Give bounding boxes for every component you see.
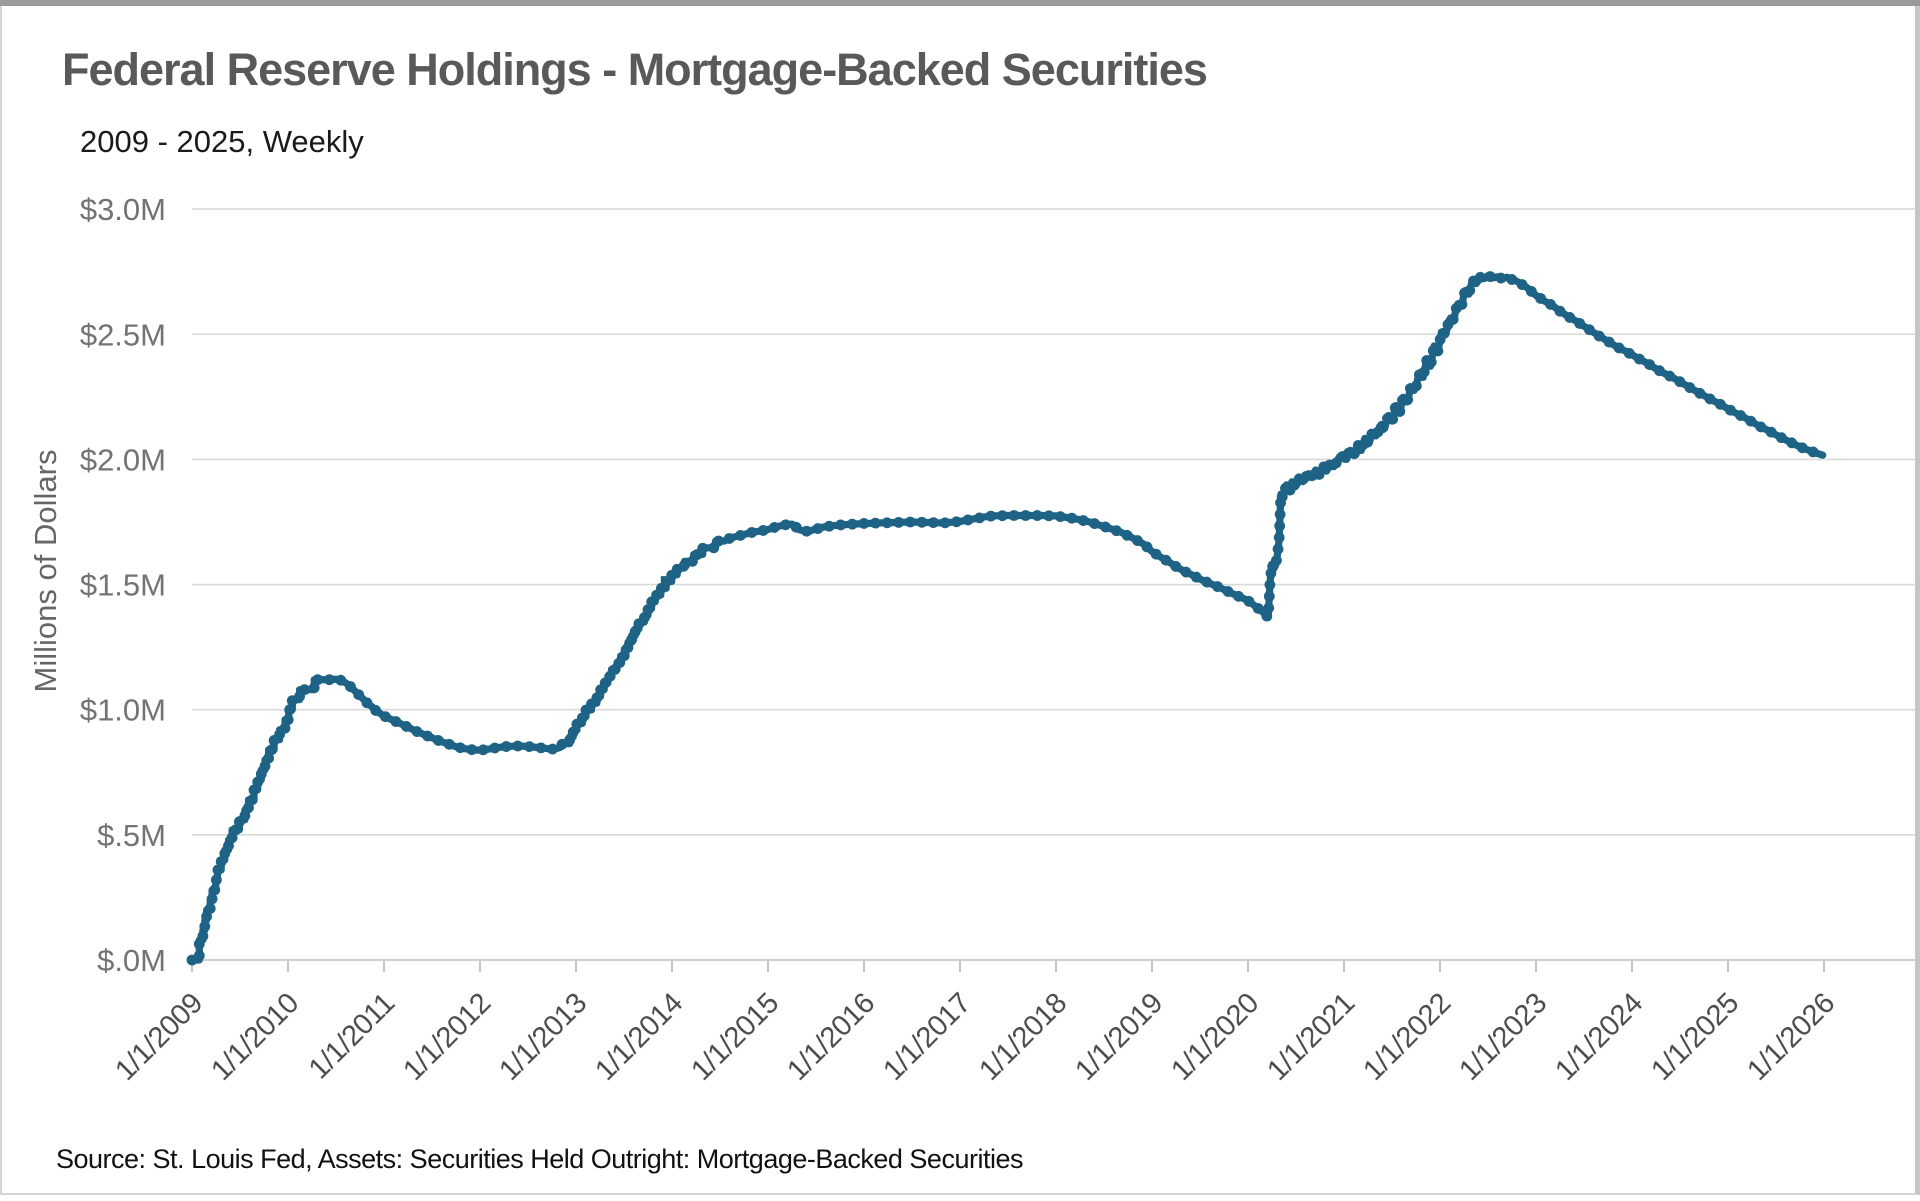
y-tick-label: $1.0M xyxy=(80,693,166,728)
x-tick-label: 1/1/2023 xyxy=(1453,987,1553,1087)
x-tick-label: 1/1/2025 xyxy=(1645,987,1745,1087)
y-tick-label: $1.5M xyxy=(80,568,166,603)
x-tick-label: 1/1/2022 xyxy=(1357,987,1457,1087)
x-tick-label: 1/1/2015 xyxy=(685,987,785,1087)
x-tick-label: 1/1/2010 xyxy=(205,987,305,1087)
mbs-holdings-chart: $3.0M $2.5M $2.0M $1.5M $1.0M $.5M $.0M 1/1/200… xyxy=(80,192,1917,1087)
y-tick-label: $2.0M xyxy=(80,442,166,477)
x-tick-label: 1/1/2019 xyxy=(1069,987,1169,1087)
x-tick-label: 1/1/2026 xyxy=(1741,987,1841,1087)
chart-subtitle: 2009 - 2025, Weekly xyxy=(80,124,364,159)
x-tick-label: 1/1/2011 xyxy=(303,987,401,1085)
x-tick-label: 1/1/2024 xyxy=(1549,987,1649,1087)
x-tick-label: 1/1/2018 xyxy=(973,987,1073,1087)
y-tick-label: $2.5M xyxy=(80,317,166,352)
x-tick-label: 1/1/2014 xyxy=(589,987,689,1087)
y-axis-title: Millions of Dollars xyxy=(28,449,63,693)
x-tick-label: 1/1/2009 xyxy=(109,987,209,1087)
x-tick-label: 1/1/2013 xyxy=(493,987,593,1087)
y-tick-label: $3.0M xyxy=(80,192,166,227)
x-tick-label: 1/1/2017 xyxy=(877,987,977,1087)
x-tick-label: 1/1/2021 xyxy=(1261,987,1361,1087)
source-note: Source: St. Louis Fed, Assets: Securitie… xyxy=(56,1144,1023,1174)
x-tick-label: 1/1/2012 xyxy=(397,987,497,1087)
mbs-holdings-line xyxy=(188,272,1827,964)
x-tick-label: 1/1/2020 xyxy=(1165,987,1265,1087)
chart-title: Federal Reserve Holdings - Mortgage-Back… xyxy=(62,44,1208,95)
y-tick-label: $.0M xyxy=(97,943,166,978)
y-tick-label: $.5M xyxy=(97,818,166,853)
x-tick-label: 1/1/2016 xyxy=(781,987,881,1087)
mbs-holdings-markers xyxy=(186,269,1829,966)
